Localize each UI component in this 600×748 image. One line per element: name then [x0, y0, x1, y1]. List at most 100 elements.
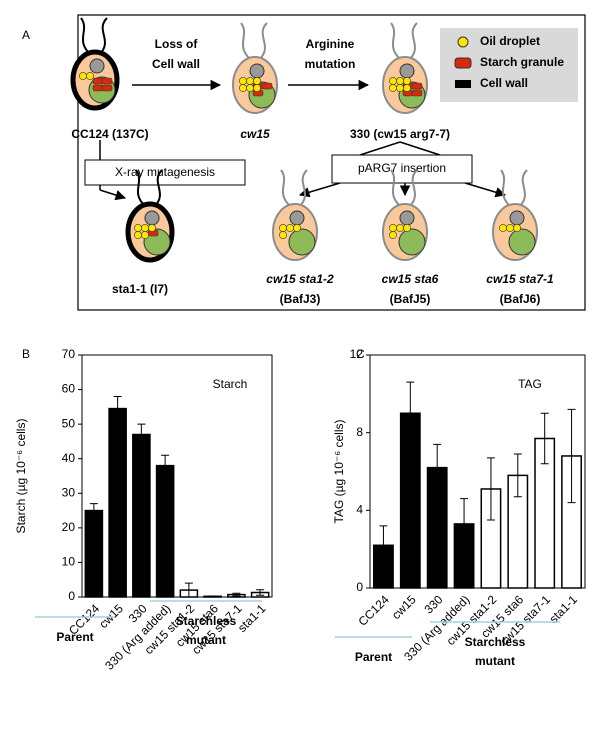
cell [272, 169, 318, 261]
flagellum [135, 169, 146, 207]
error-bar [567, 408, 576, 504]
oil-droplet [293, 224, 301, 232]
step-label: Loss of [155, 37, 199, 51]
error-bar [113, 395, 122, 422]
flagellum [390, 169, 401, 207]
error-bar [460, 498, 469, 550]
flagellum [280, 169, 291, 207]
cell [492, 169, 538, 261]
x-tick-label: cw15 [96, 601, 126, 631]
y-tick-label: 20 [62, 520, 76, 534]
nucleus [89, 58, 105, 74]
cell [382, 22, 428, 114]
y-tick-label: 12 [350, 347, 364, 361]
error-bar [232, 592, 241, 597]
flagellum [99, 17, 108, 55]
starch [92, 77, 104, 85]
oil-droplet [134, 224, 142, 232]
cell [232, 22, 278, 114]
oil-droplet [253, 84, 261, 92]
oil-droplet [148, 224, 156, 232]
error-bar [137, 423, 146, 446]
flagellum [519, 169, 528, 207]
y-tick-label: 40 [62, 451, 76, 465]
oil-droplet [499, 224, 507, 232]
error-bar [486, 457, 495, 521]
starch [101, 84, 113, 92]
panel-frame [77, 14, 586, 311]
cell [125, 169, 175, 263]
y-tick-label: 10 [62, 555, 76, 569]
cell [382, 169, 428, 261]
y-axis-label: Starch (µg 10⁻⁶ cells) [14, 419, 28, 534]
group-label: Starchless [176, 614, 237, 628]
strain-label: cw15 [240, 127, 270, 141]
chloroplast [508, 228, 536, 256]
group-label: Parent [355, 650, 392, 664]
legend-label: Oil droplet [480, 34, 540, 48]
y-tick-label: 50 [62, 416, 76, 430]
oil-droplet [279, 224, 287, 232]
x-tick-label: CC124 [355, 592, 392, 629]
box-label: pARG7 insertion [358, 161, 446, 175]
bar [132, 433, 151, 598]
y-tick-label: 60 [62, 382, 76, 396]
y-tick-label: 8 [356, 425, 363, 439]
nucleus [249, 63, 265, 79]
error-bar [208, 595, 217, 598]
legend-oil [457, 36, 469, 48]
starch [101, 77, 113, 85]
oil-droplet [253, 77, 261, 85]
chloroplast [288, 228, 316, 256]
strain-label: 330 (cw15 arg7-7) [350, 127, 450, 141]
error-bar [184, 582, 193, 598]
oil-droplet [389, 231, 397, 239]
y-tick-label: 70 [62, 347, 76, 361]
error-bar [256, 589, 265, 596]
y-tick-label: 0 [356, 580, 363, 594]
oil-droplet [279, 231, 287, 239]
legend-starch [454, 57, 472, 69]
oil-droplet [389, 224, 397, 232]
plot-frame [369, 354, 586, 589]
y-tick-label: 30 [62, 485, 76, 499]
panel-label: C [356, 347, 365, 361]
flagellum [409, 22, 418, 60]
oil-droplet [141, 224, 149, 232]
oil-droplet [286, 224, 294, 232]
oil-droplet [513, 224, 521, 232]
flagellum [154, 169, 163, 207]
nucleus [144, 210, 160, 226]
oil-droplet [396, 84, 404, 92]
strain-label: sta1-1 (I7) [112, 282, 168, 296]
bar [84, 509, 104, 598]
chart-title: TAG [518, 377, 542, 391]
nucleus [399, 210, 415, 226]
step-label: Cell wall [152, 57, 200, 71]
flagellum [240, 22, 251, 60]
error-bar [406, 381, 415, 445]
panel-label: B [22, 347, 30, 361]
strain-label: (BafJ6) [500, 292, 541, 306]
group-label: mutant [475, 654, 515, 668]
oil-droplet [141, 231, 149, 239]
legend-wall [455, 80, 471, 88]
y-axis-label: TAG (µg 10⁻⁶ cells) [332, 420, 346, 524]
starch [411, 82, 423, 90]
oil-droplet [134, 231, 142, 239]
flagellum [299, 169, 308, 207]
oil-droplet [246, 84, 254, 92]
flagellum [259, 22, 268, 60]
oil-droplet [396, 77, 404, 85]
strain-label: cw15 sta7-1 [486, 272, 554, 286]
strain-label: CC124 (137C) [71, 127, 148, 141]
oil-droplet [86, 72, 94, 80]
step-label: mutation [305, 57, 356, 71]
flagellum [409, 169, 418, 207]
error-bar [540, 412, 549, 465]
oil-droplet [389, 84, 397, 92]
group-label: Starchless [465, 635, 526, 649]
oil-droplet [246, 77, 254, 85]
strain-label: cw15 sta6 [382, 272, 439, 286]
